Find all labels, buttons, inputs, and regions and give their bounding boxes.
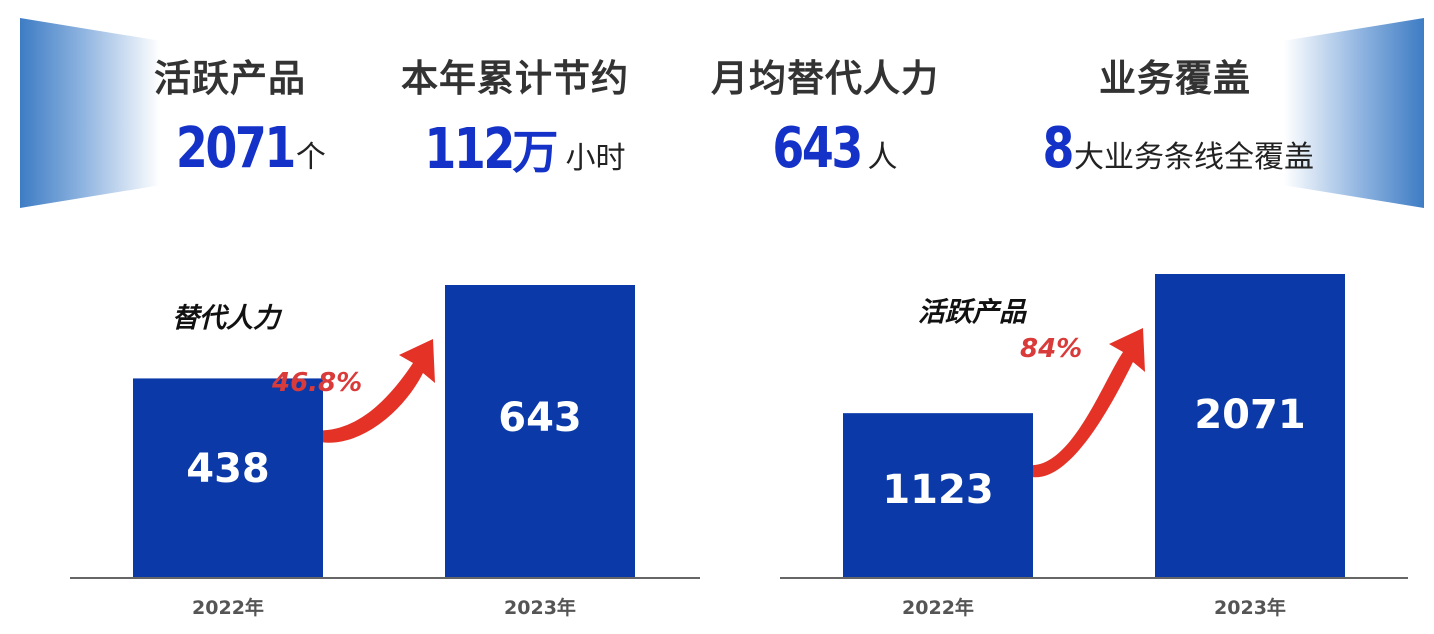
stat-label: 本年累计节约 (401, 57, 629, 100)
x-tick-label: 2022年 (902, 596, 974, 619)
growth-label: 46.8% (272, 368, 363, 398)
stat-label: 月均替代人力 (711, 57, 939, 100)
growth-label: 84% (1020, 334, 1083, 364)
chart-title: 活跃产品 (918, 297, 1026, 328)
growth-arrow-icon (323, 339, 435, 443)
x-tick-label: 2023年 (504, 596, 576, 619)
stat-value-suffix: 万 (512, 125, 559, 179)
active-products-bar-chart: 活跃产品 84% 1123 2022年 2071 2023年 (770, 230, 1420, 630)
bar-0 (843, 413, 1033, 578)
bar-value-label: 438 (186, 446, 270, 492)
bar-1 (445, 285, 635, 578)
stat-yearly-saved-hours: 本年累计节约 112万 小时 (395, 48, 635, 182)
x-tick-label: 2023年 (1214, 596, 1286, 619)
bar-1 (1155, 274, 1345, 578)
stat-monthly-manpower: 月均替代人力 643 人 (705, 48, 945, 181)
growth-arrow-icon (1033, 328, 1145, 478)
stat-value-row: 2071个 (150, 116, 326, 181)
stat-unit: 大业务条线全覆盖 (1073, 140, 1314, 175)
stat-value-row: 112万 小时 (395, 116, 635, 182)
bar-value-label: 2071 (1194, 392, 1305, 438)
stat-unit: 小时 (565, 141, 626, 176)
stat-unit: 个 (295, 140, 326, 175)
stat-active-products: 活跃产品 2071个 (150, 48, 326, 181)
stat-value: 112 (423, 117, 515, 182)
stat-value: 643 (771, 116, 863, 181)
stat-label: 活跃产品 (154, 57, 306, 100)
bar-0 (133, 378, 323, 578)
x-tick-label: 2022年 (192, 596, 264, 619)
chart-title: 替代人力 (172, 303, 280, 334)
chart-svg: 1123 2022年 2071 2023年 (780, 274, 1408, 619)
bar-value-label: 643 (498, 395, 582, 441)
stat-value-row: 643 人 (705, 116, 945, 181)
manpower-bar-chart: 替代人力 46.8% 438 2022年 643 2023年 (60, 230, 710, 630)
stat-value-row: 8大业务条线全覆盖 (1025, 116, 1325, 181)
stat-unit: 人 (867, 140, 898, 175)
bar-value-label: 1123 (882, 467, 993, 513)
stat-value: 8 (1042, 116, 1074, 181)
stat-business-coverage: 业务覆盖 8大业务条线全覆盖 (1025, 48, 1325, 181)
chart-svg: 438 2022年 643 2023年 (70, 285, 700, 619)
stat-label: 业务覆盖 (1099, 57, 1251, 100)
left-banner-gradient (20, 18, 160, 208)
stat-value: 2071 (175, 116, 296, 181)
right-banner-gradient (1284, 18, 1424, 208)
